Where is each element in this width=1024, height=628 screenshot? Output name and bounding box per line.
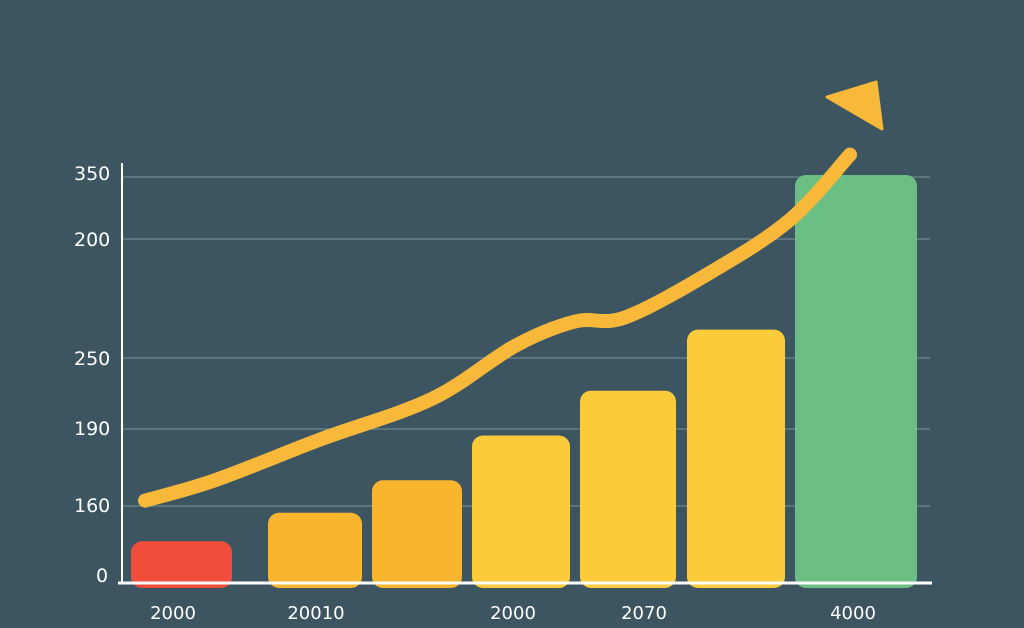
- y-tick-labels: 350 200 250 190 160 0: [74, 163, 110, 587]
- x-tick-label: 20010: [287, 603, 344, 624]
- bar: [795, 175, 917, 588]
- bars: [131, 175, 917, 588]
- bar: [472, 435, 570, 588]
- arrow-head: [825, 80, 884, 131]
- axes: [118, 163, 932, 585]
- y-tick-label: 200: [74, 229, 110, 251]
- x-tick-label: 2000: [150, 603, 196, 624]
- bar: [580, 390, 676, 588]
- bar: [687, 329, 785, 588]
- x-tick-label: 2070: [621, 603, 667, 624]
- y-tick-label: 350: [74, 163, 110, 185]
- x-tick-labels: 2000 20010 2000 2070 4000: [150, 603, 876, 624]
- trend-arrow: [138, 80, 884, 508]
- x-tick-label: 4000: [830, 603, 876, 624]
- x-tick-label: 2000: [490, 603, 536, 624]
- y-tick-label: 160: [74, 495, 110, 517]
- y-tick-label: 0: [96, 565, 108, 587]
- bar: [268, 512, 362, 588]
- bar: [131, 541, 232, 588]
- trend-line: [138, 147, 857, 508]
- bar: [372, 480, 462, 588]
- y-tick-label: 190: [74, 418, 110, 440]
- y-tick-label: 250: [74, 348, 110, 370]
